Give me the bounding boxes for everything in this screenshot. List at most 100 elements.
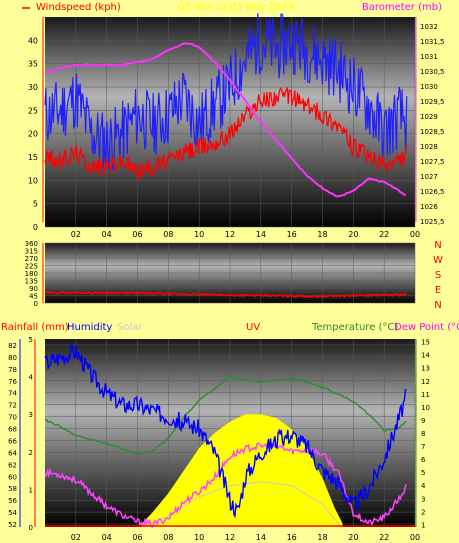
climate-x-tick-label: 18 — [317, 533, 327, 542]
temperature-y-tick-label: 2 — [421, 508, 425, 516]
humidity-y-tick-label: 66 — [8, 437, 17, 445]
humidity-y-tick-label: 58 — [8, 485, 17, 493]
wind-y-tick-label: 0 — [33, 223, 38, 232]
rain-y-tick-label: 4 — [29, 374, 34, 382]
humidity-y-tick-label: 74 — [8, 390, 17, 398]
climate-x-tick-label: 06 — [132, 533, 142, 542]
direction-y-tick-label: 225 — [25, 263, 38, 271]
direction-y-tick-label: 45 — [29, 293, 38, 301]
wind-x-tick-label: 14 — [256, 230, 266, 239]
barometer-y-tick-label: 1032 — [420, 23, 438, 31]
compass-label: E — [435, 285, 441, 296]
barometer-y-tick-label: 1027,5 — [420, 158, 445, 166]
temperature-y-tick-label: 8 — [421, 430, 425, 438]
direction-y-tick-label: 135 — [25, 278, 38, 286]
wind-y-tick-label: 10 — [28, 176, 38, 185]
barometer-y-tick-label: 1031 — [420, 53, 438, 61]
compass-label: N — [434, 300, 441, 311]
barometer-y-tick-label: 1026,5 — [420, 188, 445, 196]
compass-label: S — [435, 270, 441, 281]
humidity-y-tick-label: 76 — [8, 378, 17, 386]
wind-x-tick-label: 00 — [410, 230, 420, 239]
wind-x-tick-label: 02 — [71, 230, 81, 239]
wind-x-tick-label: 10 — [194, 230, 204, 239]
humidity-y-tick-label: 60 — [8, 473, 17, 481]
rain-y-tick-label: 0 — [29, 524, 33, 532]
climate-x-tick-label: 10 — [194, 533, 204, 542]
rain-y-tick-label: 1 — [29, 486, 33, 494]
temperature-y-tick-label: 5 — [421, 469, 425, 477]
temperature-y-tick-label: 14 — [421, 352, 430, 360]
wind-panel: 0 5 10 15 20 25 30 35 40 1025,5 1026 1026,5 1027 1027… — [22, 2, 445, 239]
wind-x-tick-label: 18 — [317, 230, 327, 239]
humidity-axis-title: Humidity — [67, 322, 112, 333]
climate-x-tick-label: 20 — [348, 533, 358, 542]
barometer-y-tick-label: 1025,5 — [420, 218, 445, 226]
direction-series-line — [44, 290, 407, 299]
wind-y-tick-label: 5 — [33, 200, 38, 209]
wind-x-tick-label: 20 — [348, 230, 358, 239]
temperature-y-tick-label: 12 — [421, 378, 430, 386]
climate-x-tick-label: 00 — [410, 533, 420, 542]
uv-axis-title: UV — [246, 322, 260, 333]
climate-x-tick-label: 16 — [287, 533, 297, 542]
humidity-y-tick-label: 80 — [8, 354, 17, 362]
wind-y-tick-label: 20 — [28, 130, 38, 139]
humidity-y-tick-label: 64 — [8, 449, 17, 457]
rain-y-tick-label: 5 — [29, 336, 33, 344]
temperature-y-tick-label: 13 — [421, 365, 430, 373]
humidity-series-line — [44, 344, 407, 519]
direction-y-tick-label: 90 — [29, 285, 38, 293]
temperature-y-tick-label: 1 — [421, 521, 425, 529]
climate-x-tick-label: 02 — [71, 533, 81, 542]
rainfall-axis-title: Rainfall (mm) — [1, 322, 69, 333]
date-range-title: 02 Nov to 03 Nov 2023 — [178, 2, 294, 13]
barometer-y-tick-label: 1027 — [420, 173, 438, 181]
climate-x-tick-label: 12 — [225, 533, 235, 542]
direction-y-tick-label: 270 — [25, 255, 38, 263]
rain-y-tick-label: 3 — [29, 411, 33, 419]
direction-y-tick-label: 0 — [34, 300, 38, 308]
barometer-y-tick-label: 1031,5 — [420, 38, 445, 46]
wind-y-tick-label: 40 — [28, 36, 38, 45]
climate-x-tick-label: 14 — [256, 533, 266, 542]
dewpoint-series-line — [44, 440, 408, 528]
humidity-y-tick-label: 72 — [8, 402, 17, 410]
barometer-y-tick-label: 1029,5 — [420, 98, 445, 106]
dewpoint-axis-title: Dew Point (°C — [394, 322, 459, 333]
climate-x-tick-label: 04 — [102, 533, 112, 542]
temperature-y-tick-label: 7 — [421, 443, 425, 451]
wind-x-tick-label: 12 — [225, 230, 235, 239]
wind-x-tick-label: 04 — [102, 230, 112, 239]
barometer-axis-title: Barometer (mb) — [362, 2, 442, 13]
humidity-y-tick-label: 78 — [8, 366, 17, 374]
compass-label: W — [433, 255, 443, 266]
humidity-y-tick-label: 82 — [8, 342, 17, 350]
wind-y-tick-label: 35 — [28, 60, 38, 69]
temperature-y-tick-label: 6 — [421, 456, 426, 464]
compass-label: N — [434, 240, 441, 251]
humidity-y-tick-label: 54 — [8, 509, 17, 517]
wind-y-tick-label: 15 — [28, 153, 38, 162]
barometer-y-tick-label: 1026 — [420, 203, 438, 211]
wind-x-tick-label: 06 — [132, 230, 142, 239]
direction-y-tick-label: 180 — [25, 270, 38, 278]
temperature-y-tick-label: 9 — [421, 417, 425, 425]
wind-x-tick-label: 22 — [379, 230, 389, 239]
temperature-axis-title: Temperature (°C) — [311, 322, 398, 333]
barometer-y-tick-label: 1030 — [420, 83, 438, 91]
barometer-y-tick-label: 1028 — [420, 143, 438, 151]
barometer-series-line — [44, 42, 407, 198]
wind-series-line — [44, 87, 408, 180]
direction-y-tick-label: 360 — [25, 240, 38, 248]
humidity-y-tick-label: 68 — [8, 426, 17, 434]
temperature-y-tick-label: 10 — [421, 404, 430, 412]
humidity-y-tick-label: 62 — [8, 461, 17, 469]
humidity-y-tick-label: 70 — [8, 414, 17, 422]
temperature-y-tick-label: 11 — [421, 391, 430, 399]
wind-axis-title: Windspeed (kph) — [36, 2, 121, 13]
climate-panel: 5254565860626466687072747678808201234512… — [1, 322, 459, 542]
wind-y-tick-label: 30 — [28, 83, 38, 92]
temperature-series-line — [44, 375, 407, 455]
